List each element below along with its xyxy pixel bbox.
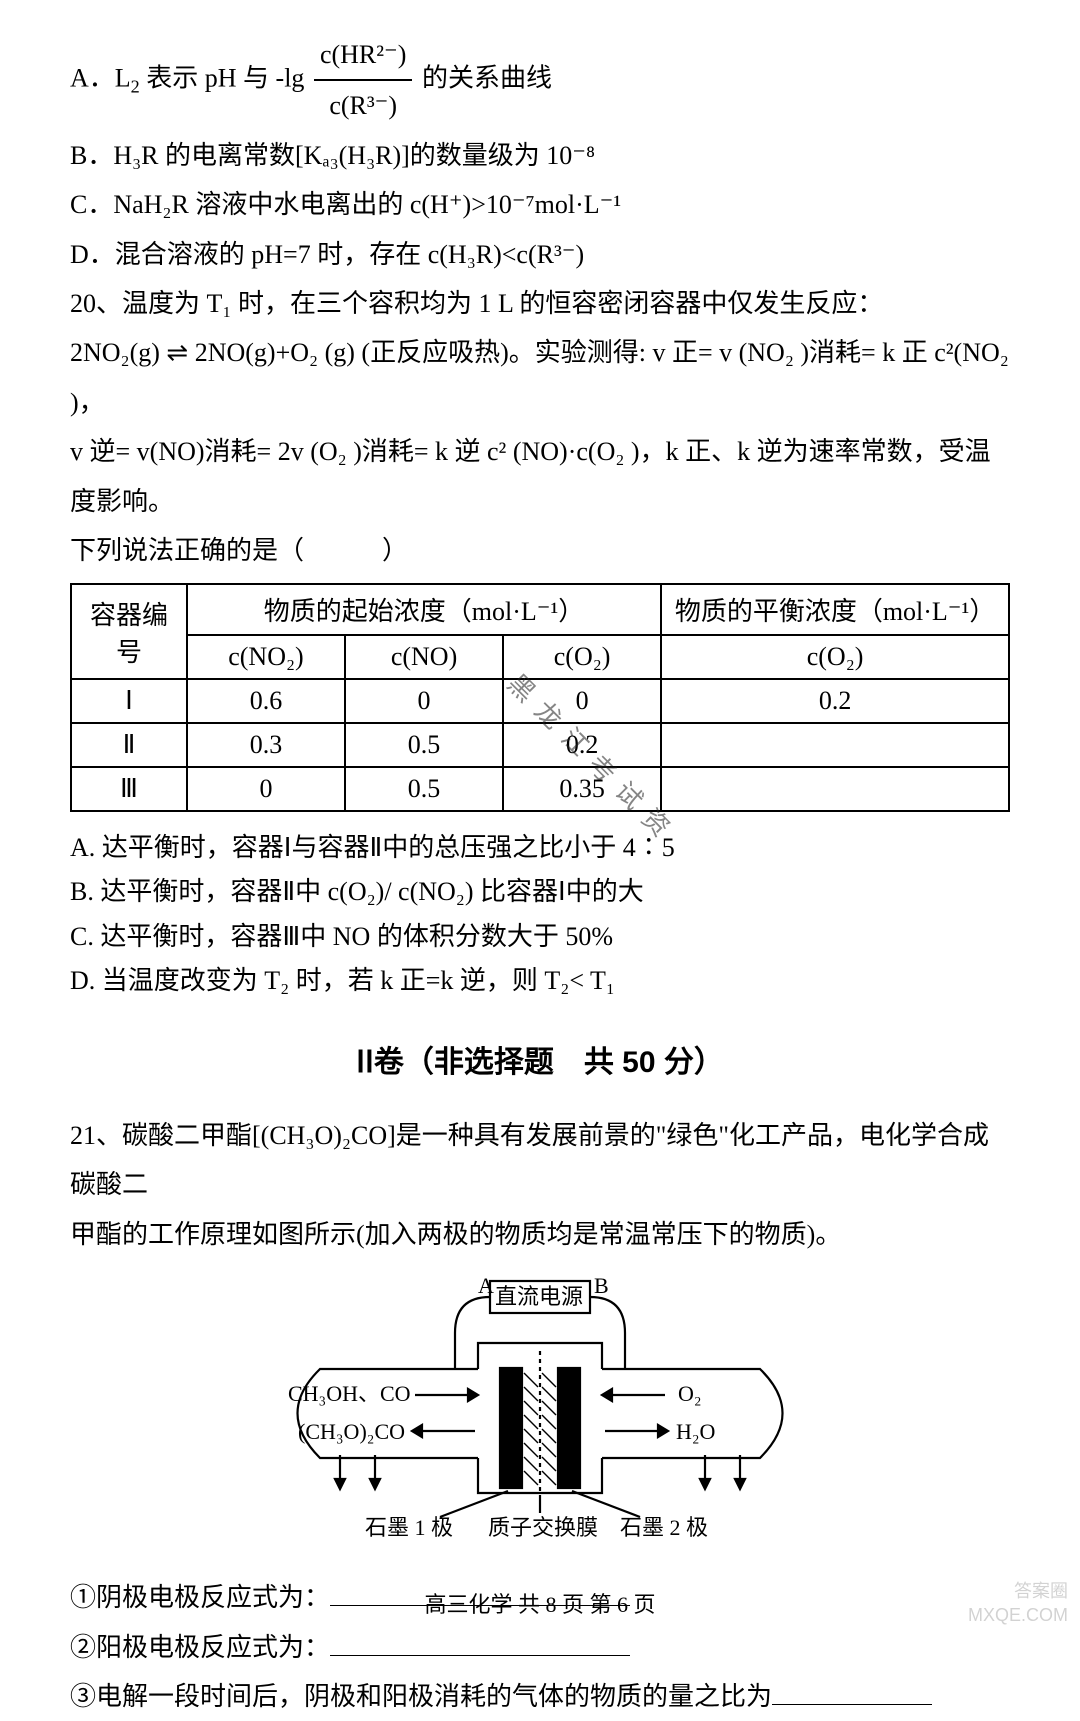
label-power: 直流电源 xyxy=(495,1284,583,1309)
td: Ⅲ xyxy=(71,767,187,811)
prev-option-a: A．L2 表示 pH 与 -lg c(HR²⁻) c(R³⁻) 的关系曲线 xyxy=(70,30,1010,131)
td: Ⅰ xyxy=(71,679,187,723)
td: 0.6 xyxy=(187,679,345,723)
q20-stem-3: v 逆= v(NO)消耗= 2v (O₂ )消耗= k 逆 c² (NO)·c(… xyxy=(70,427,1010,526)
table-row: Ⅰ 0.6 0 0 0.2 xyxy=(71,679,1009,723)
text: A．L xyxy=(70,63,131,92)
label-a: A xyxy=(478,1273,494,1298)
watermark-corner: 答案圈 MXQE.COM xyxy=(968,1580,1068,1627)
td: 0.5 xyxy=(345,723,503,767)
wm-line2: MXQE.COM xyxy=(968,1604,1068,1627)
prev-option-c: C．NaH₂R 溶液中水电离出的 c(H⁺)>10⁻⁷mol·L⁻¹ xyxy=(70,180,1010,229)
numerator: c(HR²⁻) xyxy=(314,30,413,81)
label-right-out: H₂O xyxy=(676,1419,715,1444)
section-2-title: ⅠⅠ卷（非选择题 共 50 分） xyxy=(70,1037,1010,1081)
page-footer: 高三化学 共 8 页 第 6 页 xyxy=(0,1587,1080,1619)
wm-line1: 答案圈 xyxy=(968,1580,1068,1603)
td: 0.2 xyxy=(661,679,1009,723)
q20-option-a: A. 达平衡时，容器Ⅰ与容器Ⅱ中的总压强之比小于 4∶5 xyxy=(70,826,1010,870)
th-cno: c(NO) xyxy=(345,635,503,679)
table-header-row-2: c(NO₂) c(NO) c(O₂) c(O₂) xyxy=(71,635,1009,679)
th-co2-eq: c(O₂) xyxy=(661,635,1009,679)
prev-option-d: D．混合溶液的 pH=7 时，存在 c(H₃R)<c(R³⁻) xyxy=(70,230,1010,279)
td: 0.5 xyxy=(345,767,503,811)
td: 0.2 xyxy=(503,723,661,767)
label-membrane: 质子交换膜 xyxy=(488,1515,598,1540)
denominator: c(R³⁻) xyxy=(314,81,413,130)
text: ②阳极电极反应式为： xyxy=(70,1633,330,1662)
td: 0 xyxy=(503,679,661,723)
td: 0 xyxy=(187,767,345,811)
table-row: Ⅱ 0.3 0.5 0.2 xyxy=(71,723,1009,767)
table-row: Ⅲ 0 0.5 0.35 xyxy=(71,767,1009,811)
q20-table: 容器编号 物质的起始浓度（mol·L⁻¹） 物质的平衡浓度（mol·L⁻¹） c… xyxy=(70,583,1010,812)
q20-option-c: C. 达平衡时，容器Ⅲ中 NO 的体积分数大于 50% xyxy=(70,915,1010,959)
q21-sub2: ②阳极电极反应式为： xyxy=(70,1623,1010,1672)
q20-stem-2: 2NO₂(g) ⇌ 2NO(g)+O₂ (g) (正反应吸热)。实验测得: v … xyxy=(70,328,1010,427)
fraction: c(HR²⁻) c(R³⁻) xyxy=(314,30,413,131)
q21-stem-1: 21、碳酸二甲酯[(CH₃O)₂CO]是一种具有发展前景的"绿色"化工产品，电化… xyxy=(70,1111,1010,1210)
q20-option-d: D. 当温度改变为 T₂ 时，若 k 正=k 逆，则 T₂< T₁ xyxy=(70,959,1010,1003)
label-left-elec: 石墨 1 极 xyxy=(365,1515,453,1540)
label-right-elec: 石墨 2 极 xyxy=(620,1515,708,1540)
text: ③电解一段时间后，阴极和阳极消耗的气体的物质的量之比为 xyxy=(70,1682,772,1711)
label-right-in: O₂ xyxy=(678,1381,702,1406)
label-left-in: CH₃OH、CO xyxy=(288,1381,411,1406)
th-cno2: c(NO₂) xyxy=(187,635,345,679)
th-container: 容器编号 xyxy=(71,584,187,679)
q21-diagram: A B 直流电源 CH₃OH、CO (CH₃O)₂CO O₂ H₂O 石墨 1 … xyxy=(260,1273,820,1553)
table-header-row-1: 容器编号 物质的起始浓度（mol·L⁻¹） 物质的平衡浓度（mol·L⁻¹） xyxy=(71,584,1009,635)
prev-option-b: B．H₃R 的电离常数[Kₐ₃(H₃R)]的数量级为 10⁻⁸ xyxy=(70,131,1010,180)
blank-line[interactable] xyxy=(330,1627,630,1656)
text: 表示 pH 与 -lg xyxy=(140,63,311,92)
label-b: B xyxy=(594,1273,609,1298)
sub2: 2 xyxy=(131,77,140,97)
th-eq-conc: 物质的平衡浓度（mol·L⁻¹） xyxy=(661,584,1009,635)
q21-sub3: ③电解一段时间后，阴极和阳极消耗的气体的物质的量之比为 xyxy=(70,1672,1010,1721)
q20-option-b: B. 达平衡时，容器Ⅱ中 c(O₂)/ c(NO₂) 比容器Ⅰ中的大 xyxy=(70,870,1010,914)
td: 0.35 xyxy=(503,767,661,811)
q21-stem-2: 甲酯的工作原理如图所示(加入两极的物质均是常温常压下的物质)。 xyxy=(70,1210,1010,1259)
td: 0 xyxy=(345,679,503,723)
q20-stem-1: 20、温度为 T₁ 时，在三个容积均为 1 L 的恒容密闭容器中仅发生反应： xyxy=(70,279,1010,328)
td: 0.3 xyxy=(187,723,345,767)
text: 的关系曲线 xyxy=(422,63,552,92)
td xyxy=(661,723,1009,767)
td xyxy=(661,767,1009,811)
q20-stem-4: 下列说法正确的是（ ） xyxy=(70,526,1010,575)
td: Ⅱ xyxy=(71,723,187,767)
blank-line[interactable] xyxy=(772,1676,932,1705)
th-start-conc: 物质的起始浓度（mol·L⁻¹） xyxy=(187,584,661,635)
th-co2: c(O₂) xyxy=(503,635,661,679)
label-left-out: (CH₃O)₂CO xyxy=(298,1419,405,1444)
